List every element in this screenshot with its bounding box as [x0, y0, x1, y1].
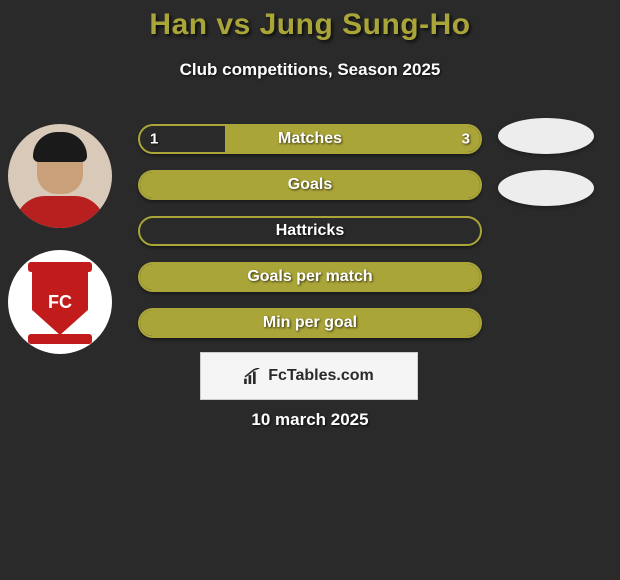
stat-bar: Matches1 3 [138, 124, 482, 154]
stat-bar: Goals per match [138, 262, 482, 292]
right-column [496, 118, 596, 206]
watermark: FcTables.com [200, 352, 418, 400]
bar-label: Goals [140, 176, 480, 194]
badge-ribbon-bottom [28, 334, 92, 344]
date-text: 10 march 2025 [0, 410, 620, 430]
stat-bar: Min per goal [138, 308, 482, 338]
bar-value-left: 1 [150, 131, 158, 148]
badge-initials: FC [48, 293, 72, 311]
subtitle: Club competitions, Season 2025 [0, 60, 620, 80]
bar-label: Min per goal [140, 314, 480, 332]
player-ellipse [498, 118, 594, 154]
comparison-infographic: Han vs Jung Sung-Ho Club competitions, S… [0, 0, 620, 80]
stat-bar: Goals [138, 170, 482, 200]
bar-label: Goals per match [140, 268, 480, 286]
watermark-text: FcTables.com [268, 367, 374, 385]
bar-label: Hattricks [140, 222, 480, 240]
bar-value-right: 3 [462, 131, 470, 148]
player-avatar [8, 124, 112, 228]
bar-label: Matches [140, 130, 480, 148]
stat-bars: Matches1 3 Goals Hattricks Goals per match Mi… [138, 124, 482, 338]
player-ellipse [498, 170, 594, 206]
avatar-hair [33, 132, 87, 162]
left-column: FC [8, 124, 112, 354]
avatar-body [15, 196, 105, 228]
page-title: Han vs Jung Sung-Ho [0, 8, 620, 42]
club-badge: FC [8, 250, 112, 354]
chart-icon [244, 368, 262, 384]
badge-shield: FC [32, 269, 88, 335]
stat-bar: Hattricks [138, 216, 482, 246]
